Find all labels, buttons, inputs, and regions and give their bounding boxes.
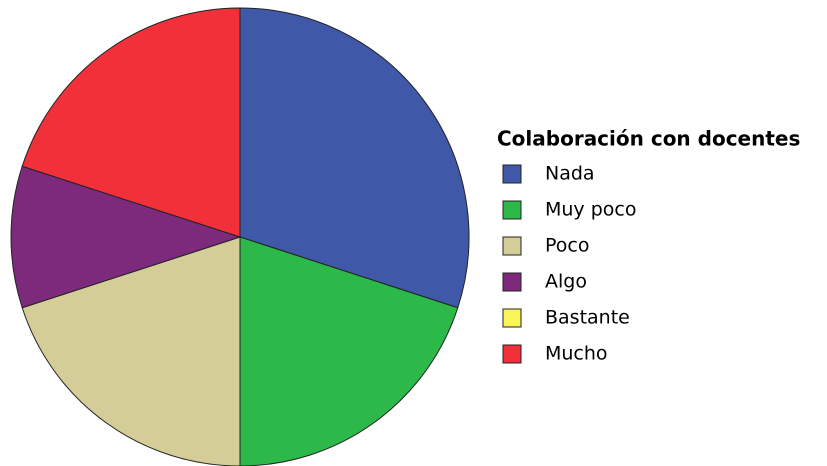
legend-title: Colaboración con docentes (497, 127, 800, 151)
legend-label: Nada (545, 163, 595, 185)
legend-label: Bastante (545, 307, 630, 329)
legend-label: Mucho (545, 343, 608, 365)
legend-label: Muy poco (545, 199, 636, 221)
legend-swatch (502, 164, 522, 184)
pie-slice (21, 7, 241, 238)
legend-swatch (502, 272, 522, 292)
pie-slice (21, 236, 241, 466)
legend-label: Poco (545, 235, 589, 257)
legend-label: Algo (545, 271, 587, 293)
legend-swatch (502, 308, 522, 328)
pie-slice (10, 165, 242, 309)
legend-swatch (502, 236, 522, 256)
pie-slice (239, 236, 459, 466)
legend-swatch (502, 200, 522, 220)
legend-swatch (502, 344, 522, 364)
pie-slice (239, 7, 470, 309)
